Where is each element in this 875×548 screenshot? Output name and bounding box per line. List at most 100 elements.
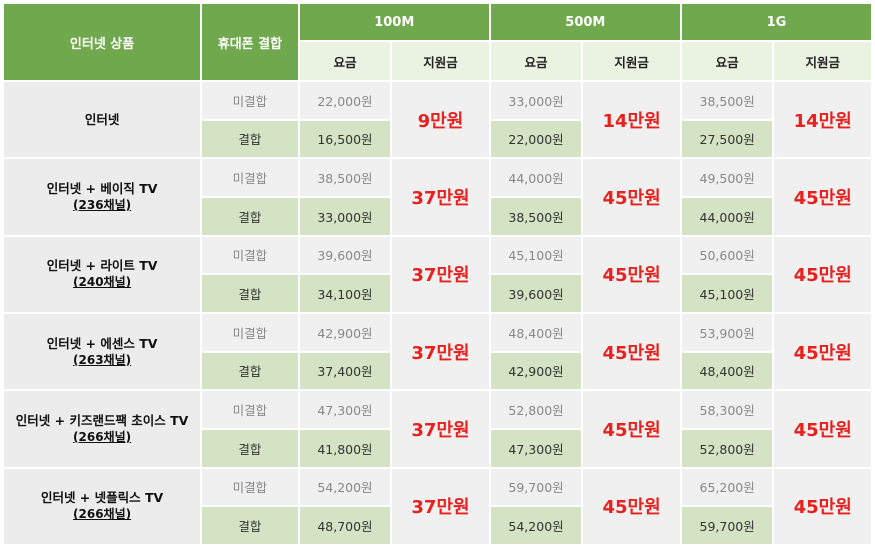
label-unbundled: 미결합 xyxy=(202,82,298,119)
fee-bundled: 22,000원 xyxy=(490,120,582,158)
support-amount: 45만원 xyxy=(774,313,871,390)
header-support: 지원금 xyxy=(392,42,489,80)
fee-unbundled: 52,800원 xyxy=(490,391,582,428)
support-amount: 9만원 xyxy=(392,82,489,158)
header-fee: 요금 xyxy=(490,42,582,80)
product-channels: (240채널) xyxy=(73,275,132,290)
table-row: 결합 16,500원 22,000원 27,500원 xyxy=(4,120,871,158)
fee-unbundled: 54,200원 xyxy=(299,468,391,506)
fee-unbundled: 45,100원 xyxy=(490,236,582,274)
support-amount: 37만원 xyxy=(392,159,489,235)
fee-unbundled: 33,000원 xyxy=(490,82,582,119)
fee-unbundled: 38,500원 xyxy=(299,159,391,196)
product-name-cell: 인터넷 + 베이직 TV (236채널) xyxy=(4,159,201,235)
support-amount: 45만원 xyxy=(774,468,871,544)
fee-unbundled: 38,500원 xyxy=(681,82,773,119)
fee-bundled: 54,200원 xyxy=(490,507,582,544)
product-name-cell: 인터넷 + 라이트 TV (240채널) xyxy=(4,236,201,312)
table-row: 결합 33,000원 38,500원 44,000원 xyxy=(4,197,871,235)
support-amount: 45만원 xyxy=(583,313,680,390)
support-amount: 45만원 xyxy=(774,159,871,235)
product-name: 인터넷 + 넷플릭스 TV xyxy=(40,490,164,506)
fee-bundled: 47,300원 xyxy=(490,429,582,467)
fee-unbundled: 53,900원 xyxy=(681,313,773,351)
fee-bundled: 45,100원 xyxy=(681,275,773,312)
table-row: 인터넷 + 키즈랜드팩 초이스 TV (266채널) 미결합 47,300원 37만원 5… xyxy=(4,391,871,467)
header-speed-1g: 1G xyxy=(681,4,871,40)
label-unbundled: 미결합 xyxy=(202,159,298,196)
table-row: 결합 48,700원 54,200원 59,700원 xyxy=(4,507,871,544)
fee-bundled: 42,900원 xyxy=(490,352,582,390)
table-row: 인터넷 + 베이직 TV (236채널) 미결합 38,500원 37만원 44,000원… xyxy=(4,159,871,235)
fee-unbundled: 48,400원 xyxy=(490,313,582,351)
support-amount: 45만원 xyxy=(583,159,680,235)
fee-bundled: 48,400원 xyxy=(681,352,773,390)
header-speed-500m: 500M xyxy=(490,4,680,40)
product-name: 인터넷 + 키즈랜드팩 초이스 TV xyxy=(15,412,189,428)
support-amount: 45만원 xyxy=(774,236,871,312)
fee-unbundled: 58,300원 xyxy=(681,391,773,428)
fee-bundled: 59,700원 xyxy=(681,507,773,544)
fee-bundled: 41,800원 xyxy=(299,429,391,467)
product-name-cell: 인터넷 + 키즈랜드팩 초이스 TV (266채널) xyxy=(4,391,201,467)
header-bundle: 휴대폰 결합 xyxy=(202,4,298,80)
support-amount: 14만원 xyxy=(774,82,871,158)
support-amount: 14만원 xyxy=(583,82,680,158)
table-row: 결합 41,800원 47,300원 52,800원 xyxy=(4,429,871,467)
fee-unbundled: 42,900원 xyxy=(299,313,391,351)
label-bundled: 결합 xyxy=(202,275,298,312)
table-row: 인터넷 미결합 22,000원 9만원 33,000원 14만원 38,500원 14만원 xyxy=(4,82,871,158)
product-name: 인터넷 xyxy=(84,112,120,128)
fee-unbundled: 22,000원 xyxy=(299,82,391,119)
label-bundled: 결합 xyxy=(202,507,298,544)
support-amount: 37만원 xyxy=(392,313,489,390)
product-name-cell: 인터넷 xyxy=(4,82,201,158)
header-fee: 요금 xyxy=(681,42,773,80)
product-channels: (236채널) xyxy=(73,197,132,212)
product-name: 인터넷 + 베이직 TV xyxy=(46,180,158,196)
table-row: 인터넷 + 에센스 TV (263채널) 미결합 42,900원 37만원 48,400원… xyxy=(4,313,871,390)
header-support: 지원금 xyxy=(583,42,680,80)
support-amount: 37만원 xyxy=(392,468,489,544)
fee-bundled: 34,100원 xyxy=(299,275,391,312)
support-amount: 45만원 xyxy=(583,236,680,312)
support-amount: 45만원 xyxy=(774,391,871,467)
product-name-cell: 인터넷 + 에센스 TV (263채널) xyxy=(4,313,201,390)
fee-unbundled: 50,600원 xyxy=(681,236,773,274)
fee-bundled: 52,800원 xyxy=(681,429,773,467)
fee-bundled: 33,000원 xyxy=(299,197,391,235)
table-row: 인터넷 + 넷플릭스 TV (266채널) 미결합 54,200원 37만원 59,700… xyxy=(4,468,871,544)
label-bundled: 결합 xyxy=(202,120,298,158)
fee-unbundled: 65,200원 xyxy=(681,468,773,506)
label-unbundled: 미결합 xyxy=(202,391,298,428)
product-channels: (266채널) xyxy=(73,429,132,444)
support-amount: 37만원 xyxy=(392,236,489,312)
label-bundled: 결합 xyxy=(202,197,298,235)
table-row: 인터넷 + 라이트 TV (240채널) 미결합 39,600원 37만원 45,100원… xyxy=(4,236,871,312)
fee-bundled: 38,500원 xyxy=(490,197,582,235)
header-support: 지원금 xyxy=(774,42,871,80)
fee-bundled: 37,400원 xyxy=(299,352,391,390)
fee-bundled: 27,500원 xyxy=(681,120,773,158)
product-channels: (266채널) xyxy=(73,507,132,522)
fee-unbundled: 47,300원 xyxy=(299,391,391,428)
fee-bundled: 16,500원 xyxy=(299,120,391,158)
support-amount: 37만원 xyxy=(392,391,489,467)
product-name: 인터넷 + 에센스 TV xyxy=(46,335,158,351)
label-bundled: 결합 xyxy=(202,429,298,467)
fee-unbundled: 39,600원 xyxy=(299,236,391,274)
support-amount: 45만원 xyxy=(583,391,680,467)
fee-unbundled: 44,000원 xyxy=(490,159,582,196)
product-name: 인터넷 + 라이트 TV xyxy=(46,258,158,274)
fee-bundled: 48,700원 xyxy=(299,507,391,544)
fee-bundled: 39,600원 xyxy=(490,275,582,312)
fee-unbundled: 49,500원 xyxy=(681,159,773,196)
label-unbundled: 미결합 xyxy=(202,468,298,506)
support-amount: 45만원 xyxy=(583,468,680,544)
label-unbundled: 미결합 xyxy=(202,236,298,274)
label-bundled: 결합 xyxy=(202,352,298,390)
header-speed-100m: 100M xyxy=(299,4,489,40)
table-row: 결합 37,400원 42,900원 48,400원 xyxy=(4,352,871,390)
fee-unbundled: 59,700원 xyxy=(490,468,582,506)
